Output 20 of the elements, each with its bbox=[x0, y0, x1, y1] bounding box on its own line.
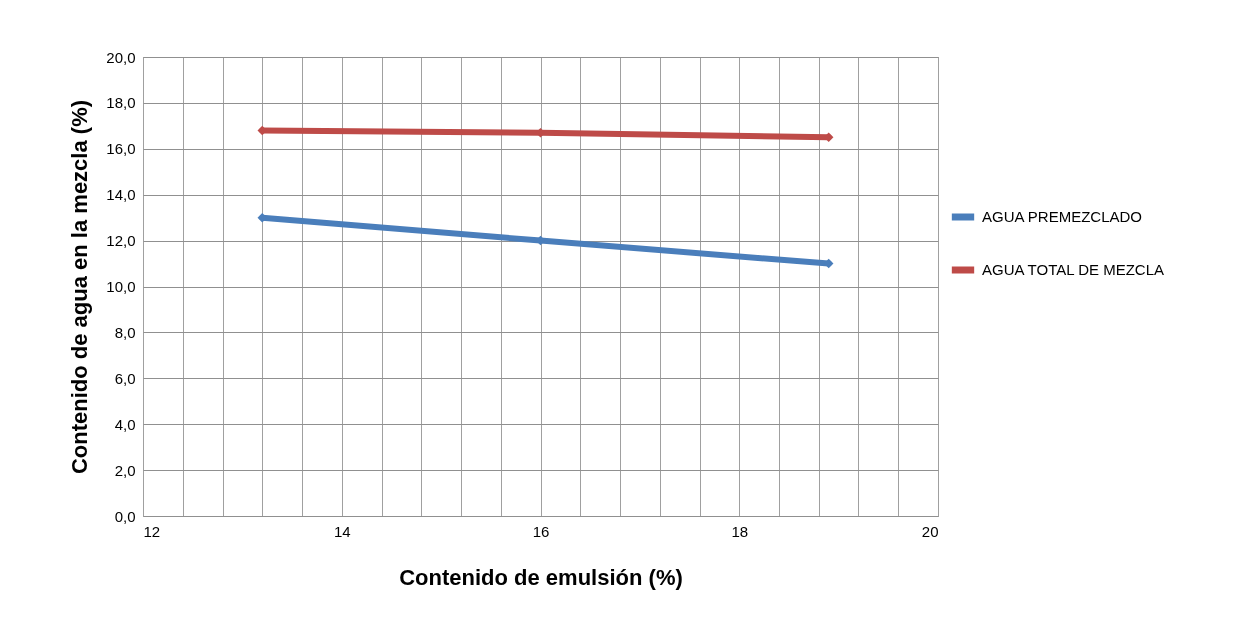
y-tick-label: 4,0 bbox=[114, 415, 136, 433]
x-tick-label: 20 bbox=[921, 522, 939, 540]
legend-label: AGUA TOTAL DE MEZCLA bbox=[982, 261, 1164, 278]
x-tick-label: 18 bbox=[731, 522, 749, 540]
x-tick-label: 14 bbox=[333, 522, 351, 540]
y-tick-label: 8,0 bbox=[114, 323, 136, 341]
x-axis-title: Contenido de emulsión (%) bbox=[399, 564, 683, 590]
x-tick-label: 16 bbox=[532, 522, 550, 540]
y-tick-label: 2,0 bbox=[114, 461, 136, 479]
y-tick-label: 12,0 bbox=[106, 232, 136, 250]
x-tick-label: 12 bbox=[143, 522, 161, 540]
y-tick-label: 20,0 bbox=[106, 48, 136, 66]
y-tick-label: 18,0 bbox=[106, 94, 136, 112]
y-tick-label: 16,0 bbox=[106, 140, 136, 158]
y-tick-label: 6,0 bbox=[114, 369, 136, 387]
y-axis-title: Contenido de agua en la mezcla (%) bbox=[67, 99, 93, 475]
y-tick-label: 0,0 bbox=[114, 507, 136, 525]
y-tick-label: 14,0 bbox=[106, 186, 136, 204]
legend-label: AGUA PREMEZCLADO bbox=[982, 208, 1143, 225]
y-tick-label: 10,0 bbox=[106, 278, 136, 295]
